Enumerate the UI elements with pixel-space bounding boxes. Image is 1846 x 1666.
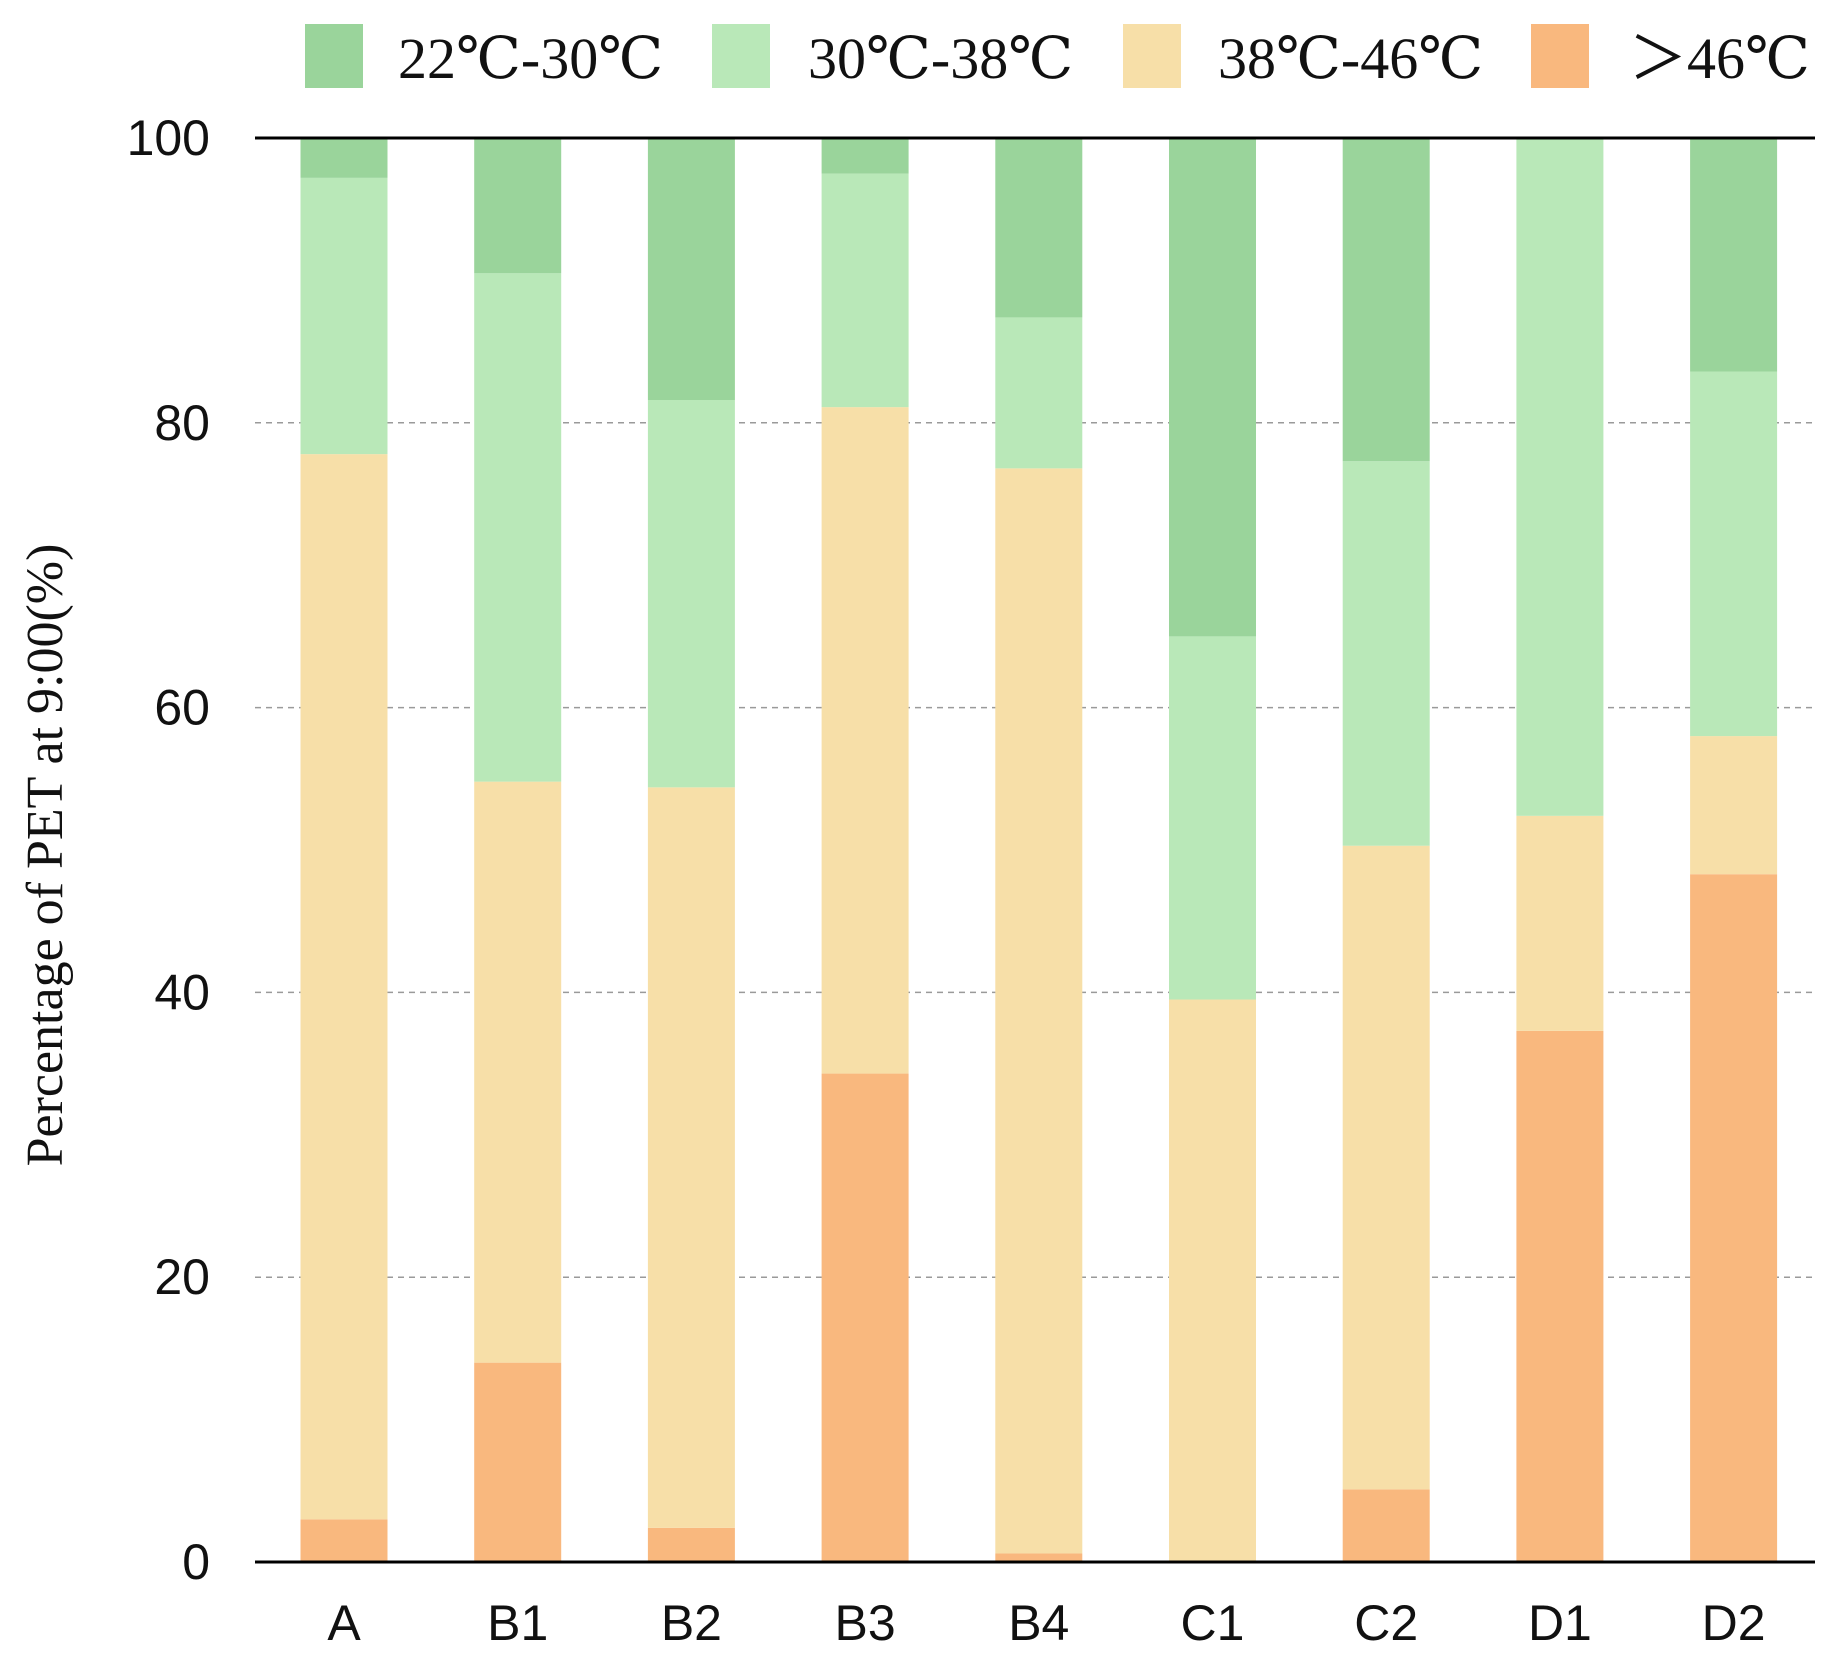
legend-label-22-c-30-c: 22℃-30℃ xyxy=(398,26,663,91)
bar-a-38-c-46-c xyxy=(300,454,388,1520)
bar-b1-22-c-30-c xyxy=(474,138,562,274)
bar-b1-30-c-38-c xyxy=(474,273,562,782)
y-tick-label-80: 80 xyxy=(154,395,210,451)
bar-c2-46-c xyxy=(1342,1489,1430,1562)
bar-d2-38-c-46-c xyxy=(1690,736,1778,875)
bar-d2-22-c-30-c xyxy=(1690,138,1778,372)
bar-b3-46-c xyxy=(821,1073,909,1562)
bar-c1-22-c-30-c xyxy=(1169,138,1256,637)
legend: 22℃-30℃ 30℃-38℃ 38℃-46℃ ＞46℃ xyxy=(305,24,1810,91)
bar-a-22-c-30-c xyxy=(300,138,388,178)
bar-b3-30-c-38-c xyxy=(821,173,909,408)
x-tick-label-b4: B4 xyxy=(1008,1595,1069,1651)
bar-b4-46-c xyxy=(995,1553,1083,1562)
bar-c1-38-c-46-c xyxy=(1169,999,1256,1562)
bar-b1-46-c xyxy=(474,1362,562,1562)
bar-d1-38-c-46-c xyxy=(1516,815,1604,1031)
x-tick-label-c2: C2 xyxy=(1354,1595,1418,1651)
x-tick-label-a: A xyxy=(327,1595,361,1651)
bar-d1-30-c-38-c xyxy=(1516,138,1604,816)
bars-layer xyxy=(300,138,1778,1562)
bar-d2-46-c xyxy=(1690,874,1778,1562)
bar-b2-38-c-46-c xyxy=(647,787,735,1528)
bar-b4-38-c-46-c xyxy=(995,468,1083,1554)
y-axis-label: Percentage of PET at 9:00(%) xyxy=(17,544,74,1167)
legend-label-38-c-46-c: 38℃-46℃ xyxy=(1218,26,1483,91)
bar-c2-22-c-30-c xyxy=(1342,138,1430,462)
bar-b1-38-c-46-c xyxy=(474,781,562,1363)
x-tick-label-b1: B1 xyxy=(487,1595,548,1651)
bar-b2-46-c xyxy=(647,1527,735,1562)
legend-label-46-c: ＞46℃ xyxy=(1629,26,1810,91)
bar-b2-30-c-38-c xyxy=(647,400,735,788)
y-tick-label-20: 20 xyxy=(154,1249,210,1305)
x-tick-label-d1: D1 xyxy=(1528,1595,1592,1651)
y-tick-label-100: 100 xyxy=(127,110,210,166)
legend-label-30-c-38-c: 30℃-38℃ xyxy=(808,26,1073,91)
x-tick-label-b3: B3 xyxy=(835,1595,896,1651)
bar-a-46-c xyxy=(300,1519,388,1562)
bar-b3-38-c-46-c xyxy=(821,407,909,1074)
x-tick-label-d2: D2 xyxy=(1702,1595,1766,1651)
legend-swatch-30-c-38-c xyxy=(712,24,770,88)
x-tick-label-b2: B2 xyxy=(661,1595,722,1651)
y-tick-label-0: 0 xyxy=(182,1534,210,1590)
bar-a-30-c-38-c xyxy=(300,177,388,455)
bar-b2-22-c-30-c xyxy=(647,138,735,401)
legend-swatch-38-c-46-c xyxy=(1123,24,1181,88)
y-tick-label-60: 60 xyxy=(154,680,210,736)
bar-c1-30-c-38-c xyxy=(1169,636,1256,1000)
x-tick-label-c1: C1 xyxy=(1181,1595,1245,1651)
axes-layer: 0 20 40 60 80 100 A B1 B2 B3 B4 C1 C2 D1 D2 xyxy=(127,110,1815,1651)
bar-b4-30-c-38-c xyxy=(995,317,1083,469)
bar-d1-46-c xyxy=(1516,1030,1604,1562)
legend-swatch-22-c-30-c xyxy=(305,24,363,88)
bar-c2-30-c-38-c xyxy=(1342,461,1430,846)
bar-b4-22-c-30-c xyxy=(995,138,1083,318)
legend-swatch-46-c xyxy=(1531,24,1589,88)
bar-d2-30-c-38-c xyxy=(1690,371,1778,737)
bar-b3-22-c-30-c xyxy=(821,138,909,174)
bar-c2-38-c-46-c xyxy=(1342,845,1430,1490)
y-tick-label-40: 40 xyxy=(154,964,210,1020)
